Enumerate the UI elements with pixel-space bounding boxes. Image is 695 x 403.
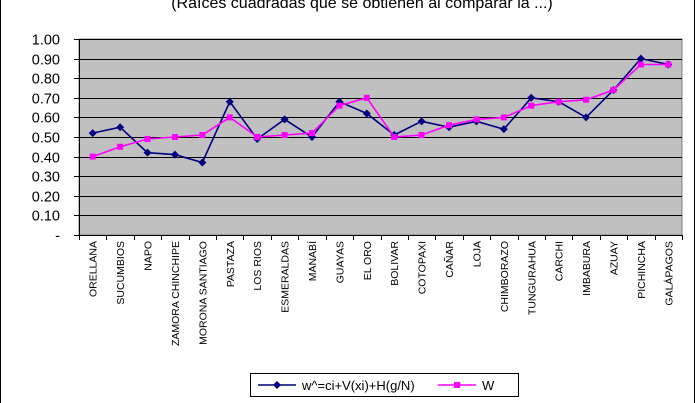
y-tick-label: 0.20 [32, 190, 60, 206]
data-point [362, 109, 371, 118]
data-point [116, 123, 125, 132]
y-tick-label: 0.50 [32, 131, 60, 147]
data-point [636, 54, 645, 63]
x-tick-label: BOLIVAR [389, 241, 401, 286]
legend-label: w^=ci+V(xi)+H(g/N) [301, 378, 415, 393]
x-tick-label: CAÑAR [443, 241, 456, 278]
x-tick-label: IMBABURA [581, 241, 593, 296]
legend-label: W [482, 378, 495, 393]
x-tick-label: MANABÍ [306, 241, 319, 281]
x-tick-label: NAPO [143, 241, 155, 271]
x-tick-label: AZUAY [608, 241, 620, 275]
series-line [92, 57, 669, 164]
data-point [199, 132, 206, 139]
data-point [88, 129, 97, 138]
x-tick-label: GALÁPAGOS [662, 241, 675, 306]
data-point [499, 125, 508, 134]
data-point [637, 61, 644, 68]
plot-area: - 0.10 0.20 0.30 0.40 0.50 0.60 0.70 0.80 0.90 1.0… [32, 33, 683, 346]
data-point [144, 135, 151, 142]
chart-title: (Raíces cuadradas que se obtienen al com… [171, 0, 553, 12]
data-point [336, 102, 343, 109]
data-point [198, 158, 207, 167]
data-point [417, 117, 426, 126]
x-tick-label: ZAMORA CHINCHIPE [170, 241, 182, 346]
data-point [308, 130, 315, 137]
data-point [363, 94, 370, 101]
x-tick-label: CARCHI [554, 241, 566, 281]
y-tick-label: 0.90 [32, 53, 60, 69]
data-point [171, 134, 178, 140]
x-tick-label: LOS RIOS [252, 241, 264, 291]
data-point [665, 61, 672, 68]
data-point [527, 93, 536, 102]
x-tick-label: ORELLANA [88, 241, 100, 297]
data-point [170, 150, 179, 159]
x-tick-label: MORONA SANTIAGO [197, 241, 209, 345]
data-point [89, 153, 96, 160]
legend-marker [454, 382, 460, 388]
y-tick-label: 0.70 [32, 92, 60, 108]
y-tick-label: 0.40 [32, 151, 60, 167]
data-point [225, 97, 234, 106]
data-point [473, 116, 480, 123]
x-tick-label: EL ORO [362, 241, 374, 280]
legend-marker [273, 381, 281, 389]
data-point [226, 114, 233, 121]
x-tick-label: ESMERALDAS [280, 241, 292, 313]
y-tick-label: 0.60 [32, 111, 60, 127]
x-tick-label: TUNGURAHUA [526, 241, 538, 315]
x-tick-label: LOJA [471, 241, 483, 267]
data-point [528, 102, 535, 109]
data-point [583, 96, 590, 103]
data-point [391, 134, 398, 140]
x-tick-label: COTOPAXI [417, 241, 429, 294]
data-point [610, 86, 617, 93]
data-point [418, 132, 425, 139]
data-point [143, 148, 152, 157]
legend-box [250, 373, 519, 397]
data-point [280, 115, 289, 124]
data-point [117, 143, 124, 150]
x-tick-label: CHIMBORAZO [499, 241, 511, 312]
data-point [500, 114, 507, 121]
x-tick-label: SUCUMBIOS [115, 241, 127, 305]
series-line [92, 63, 669, 158]
data-point [281, 132, 288, 139]
y-tick-label: 1.00 [32, 33, 60, 49]
y-tick-label: 0.30 [32, 170, 60, 186]
data-point [254, 134, 261, 140]
x-tick-label: GUAYAS [334, 241, 346, 283]
data-point [582, 113, 591, 122]
data-point [446, 122, 453, 129]
x-tick-label: PASTAZA [225, 241, 237, 287]
x-tick-label: PICHINCHA [636, 241, 648, 299]
y-tick-label: - [55, 229, 60, 245]
legend: w^=ci+V(xi)+H(g/N) W [250, 373, 519, 397]
data-point [555, 98, 562, 105]
y-tick-label: 0.10 [32, 209, 60, 225]
y-tick-label: 0.80 [32, 72, 60, 88]
